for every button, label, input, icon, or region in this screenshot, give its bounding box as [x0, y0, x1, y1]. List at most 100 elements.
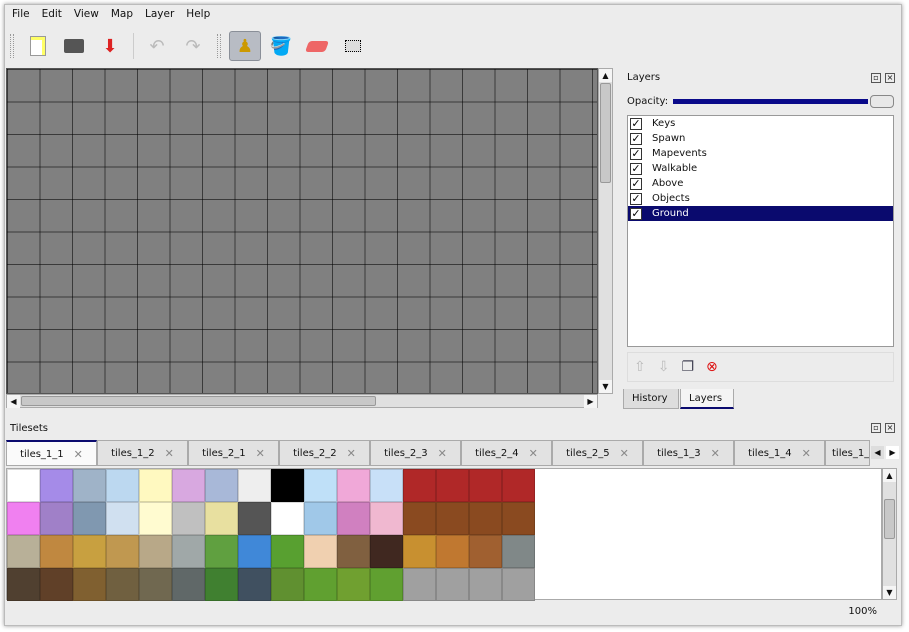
tile[interactable] — [403, 568, 436, 601]
layer-item[interactable]: ✓ Objects — [628, 191, 893, 206]
tab-tileset[interactable]: tiles_2_2 ✕ — [279, 440, 370, 465]
tile[interactable] — [106, 568, 139, 601]
bucket-fill-icon[interactable]: 🪣 — [269, 35, 293, 57]
tile[interactable] — [7, 502, 40, 535]
tile[interactable] — [370, 535, 403, 568]
raise-layer-icon[interactable]: ⇧ — [634, 359, 646, 375]
tile[interactable] — [403, 469, 436, 502]
tile[interactable] — [205, 535, 238, 568]
tile[interactable] — [40, 502, 73, 535]
menu-file[interactable]: File — [12, 8, 30, 20]
tab-history[interactable]: History — [623, 389, 679, 409]
tile[interactable] — [172, 568, 205, 601]
stamp-brush-icon[interactable]: ♟ — [229, 31, 261, 61]
tabs-scroll-right-icon[interactable]: ▶ — [886, 446, 899, 459]
tile[interactable] — [502, 469, 535, 502]
save-icon[interactable]: ⬇ — [102, 35, 118, 57]
tile[interactable] — [172, 469, 205, 502]
tile[interactable] — [403, 535, 436, 568]
visibility-checkbox[interactable]: ✓ — [630, 116, 642, 130]
tile[interactable] — [238, 535, 271, 568]
tile[interactable] — [502, 568, 535, 601]
close-tab-icon[interactable]: ✕ — [619, 447, 629, 460]
tile[interactable] — [337, 568, 370, 601]
tileset-scrollbar[interactable]: ▲ ▼ — [882, 468, 897, 600]
scroll-down-icon[interactable]: ▼ — [599, 380, 612, 393]
tile[interactable] — [172, 535, 205, 568]
tile[interactable] — [40, 568, 73, 601]
tile[interactable] — [436, 535, 469, 568]
tile[interactable] — [337, 469, 370, 502]
tile[interactable] — [238, 502, 271, 535]
delete-layer-icon[interactable]: ⊗ — [706, 359, 718, 375]
tab-tileset[interactable]: tiles_1_2 ✕ — [97, 440, 188, 465]
tile[interactable] — [139, 568, 172, 601]
menu-view[interactable]: View — [73, 8, 99, 20]
tile[interactable] — [337, 502, 370, 535]
layer-item[interactable]: ✓ Walkable — [628, 161, 893, 176]
lower-layer-icon[interactable]: ⇩ — [657, 359, 670, 375]
tile[interactable] — [271, 535, 304, 568]
close-tab-icon[interactable]: ✕ — [255, 447, 265, 460]
undo-icon[interactable]: ↶ — [149, 35, 165, 57]
tab-layers[interactable]: Layers — [680, 389, 734, 409]
tile[interactable] — [73, 469, 106, 502]
tile[interactable] — [403, 502, 436, 535]
tile[interactable] — [106, 502, 139, 535]
tile[interactable] — [73, 568, 106, 601]
toolbar-grip[interactable] — [217, 34, 221, 58]
scroll-thumb[interactable] — [21, 396, 376, 406]
tile[interactable] — [205, 469, 238, 502]
tile[interactable] — [238, 568, 271, 601]
tile[interactable] — [304, 568, 337, 601]
close-tab-icon[interactable]: ✕ — [73, 447, 83, 461]
tile[interactable] — [172, 502, 205, 535]
tile[interactable] — [106, 535, 139, 568]
scroll-thumb[interactable] — [600, 83, 611, 183]
scroll-down-icon[interactable]: ▼ — [883, 586, 896, 599]
duplicate-layer-icon[interactable]: ❐ — [681, 359, 695, 375]
scroll-thumb[interactable] — [884, 499, 895, 539]
tab-tileset[interactable]: tiles_2_3 ✕ — [370, 440, 461, 465]
layer-item[interactable]: ✓ Ground — [628, 206, 893, 221]
tile[interactable] — [469, 502, 502, 535]
toolbar-grip[interactable] — [10, 34, 14, 58]
new-icon[interactable] — [22, 31, 54, 61]
tile[interactable] — [139, 502, 172, 535]
tile[interactable] — [73, 502, 106, 535]
tile[interactable] — [304, 502, 337, 535]
visibility-checkbox[interactable]: ✓ — [630, 191, 642, 205]
tile[interactable] — [469, 535, 502, 568]
tab-tileset[interactable]: tiles_1_3 ✕ — [643, 440, 734, 465]
scroll-right-icon[interactable]: ▶ — [584, 395, 597, 408]
tile[interactable] — [40, 469, 73, 502]
tile[interactable] — [271, 502, 304, 535]
tab-tileset[interactable]: tiles_2_1 ✕ — [188, 440, 279, 465]
eraser-icon[interactable] — [301, 31, 333, 61]
tile[interactable] — [238, 469, 271, 502]
tile[interactable] — [469, 568, 502, 601]
tab-tileset[interactable]: tiles_1_1 ✕ — [6, 440, 97, 465]
tile[interactable] — [436, 469, 469, 502]
close-icon[interactable]: × — [885, 73, 895, 83]
map-vertical-scrollbar[interactable]: ▲ ▼ — [598, 68, 613, 394]
tile[interactable] — [436, 502, 469, 535]
tile[interactable] — [469, 469, 502, 502]
tile[interactable] — [502, 502, 535, 535]
tile[interactable] — [139, 535, 172, 568]
tile[interactable] — [370, 502, 403, 535]
close-icon[interactable]: × — [885, 423, 895, 433]
tab-tileset[interactable]: tiles_1_4 ✕ — [734, 440, 825, 465]
tile[interactable] — [7, 568, 40, 601]
close-tab-icon[interactable]: ✕ — [437, 447, 447, 460]
rect-select-icon[interactable] — [337, 31, 369, 61]
tile[interactable] — [304, 535, 337, 568]
visibility-checkbox[interactable]: ✓ — [630, 161, 642, 175]
tabs-scroll-left-icon[interactable]: ◀ — [871, 446, 884, 459]
tile[interactable] — [271, 568, 304, 601]
redo-icon[interactable]: ↷ — [185, 35, 201, 57]
scroll-left-icon[interactable]: ◀ — [7, 395, 20, 408]
map-canvas[interactable] — [6, 68, 598, 394]
close-tab-icon[interactable]: ✕ — [346, 447, 356, 460]
scroll-up-icon[interactable]: ▲ — [599, 69, 612, 82]
